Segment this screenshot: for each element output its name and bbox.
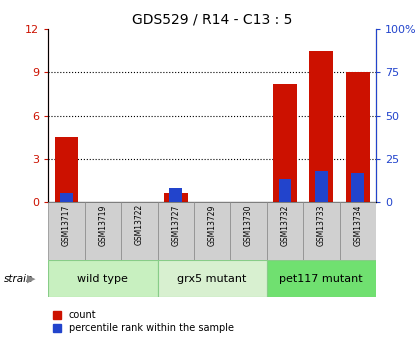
Bar bbox=[315, 171, 328, 202]
Bar bbox=[48, 260, 158, 297]
Bar bbox=[60, 193, 73, 202]
Text: GSM13733: GSM13733 bbox=[317, 204, 326, 246]
Text: GSM13727: GSM13727 bbox=[171, 204, 180, 246]
Bar bbox=[158, 260, 267, 297]
Bar bbox=[346, 72, 370, 202]
Bar bbox=[85, 202, 121, 260]
Title: GDS529 / R14 - C13 : 5: GDS529 / R14 - C13 : 5 bbox=[132, 13, 292, 27]
Bar bbox=[310, 51, 333, 202]
Text: strain: strain bbox=[4, 274, 34, 284]
Bar bbox=[48, 202, 85, 260]
Bar bbox=[230, 202, 267, 260]
Text: GSM13732: GSM13732 bbox=[281, 204, 289, 246]
Bar bbox=[273, 84, 297, 202]
Text: GSM13722: GSM13722 bbox=[135, 204, 144, 245]
Bar bbox=[164, 193, 188, 202]
Text: ▶: ▶ bbox=[27, 274, 36, 284]
Bar bbox=[55, 137, 79, 202]
Bar bbox=[158, 202, 194, 260]
Text: GSM13719: GSM13719 bbox=[98, 204, 108, 246]
Text: wild type: wild type bbox=[77, 274, 129, 284]
Bar bbox=[194, 202, 230, 260]
Text: GSM13729: GSM13729 bbox=[207, 204, 217, 246]
Bar bbox=[267, 202, 303, 260]
Text: GSM13734: GSM13734 bbox=[353, 204, 362, 246]
Legend: count, percentile rank within the sample: count, percentile rank within the sample bbox=[53, 310, 234, 333]
Bar bbox=[351, 172, 364, 202]
Bar bbox=[339, 202, 376, 260]
Bar bbox=[278, 179, 291, 202]
Bar bbox=[121, 202, 158, 260]
Bar bbox=[169, 188, 182, 202]
Text: GSM13730: GSM13730 bbox=[244, 204, 253, 246]
Bar bbox=[267, 260, 376, 297]
Text: grx5 mutant: grx5 mutant bbox=[177, 274, 247, 284]
Text: GSM13717: GSM13717 bbox=[62, 204, 71, 246]
Bar bbox=[303, 202, 339, 260]
Text: pet117 mutant: pet117 mutant bbox=[279, 274, 363, 284]
